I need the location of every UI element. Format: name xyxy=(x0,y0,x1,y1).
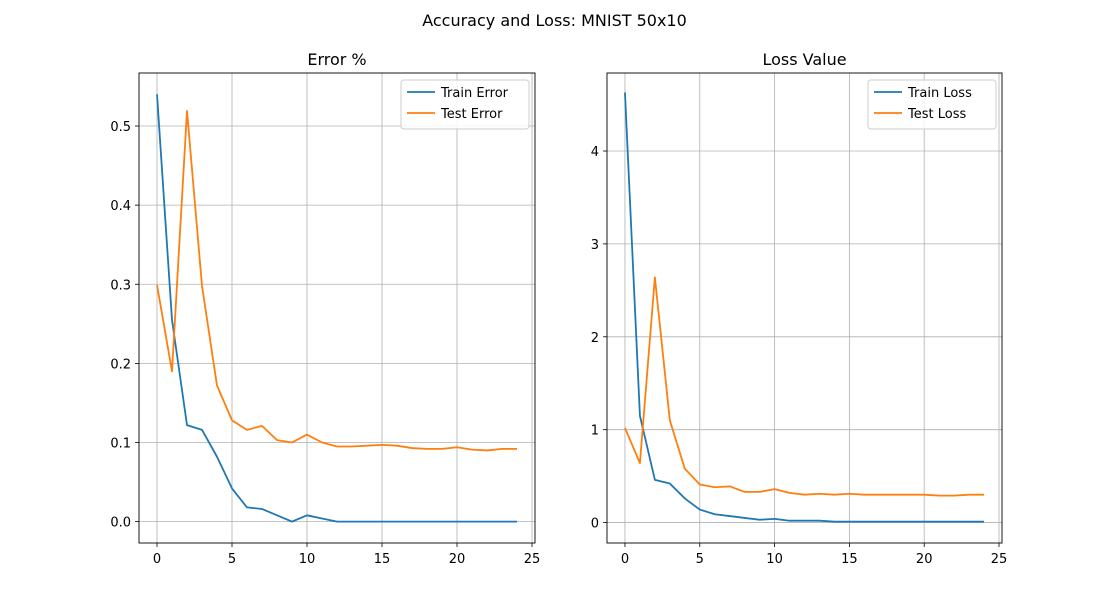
legend-label: Train Error xyxy=(440,86,509,101)
x-tick-label: 10 xyxy=(766,552,783,567)
figure-suptitle: Accuracy and Loss: MNIST 50x10 xyxy=(422,11,687,30)
y-tick-label: 0.4 xyxy=(110,199,131,214)
y-tick-label: 4 xyxy=(591,145,599,160)
x-tick-label: 0 xyxy=(153,552,161,567)
y-tick-label: 2 xyxy=(591,331,599,346)
axes-title: Loss Value xyxy=(762,50,846,69)
x-tick-label: 15 xyxy=(841,552,858,567)
legend-label: Test Loss xyxy=(907,107,966,122)
series-line-test-loss xyxy=(624,276,985,497)
x-tick-label: 10 xyxy=(299,552,316,567)
series-line-test-error xyxy=(156,110,517,452)
y-tick-label: 0.0 xyxy=(110,516,131,531)
y-tick-label: 0 xyxy=(591,517,599,532)
y-tick-label: 3 xyxy=(591,238,599,253)
axes-title: Error % xyxy=(307,50,366,69)
x-tick-label: 0 xyxy=(621,552,629,567)
y-tick-label: 0.5 xyxy=(110,120,131,135)
x-tick-label: 20 xyxy=(449,552,466,567)
x-tick-label: 5 xyxy=(696,552,704,567)
legend-label: Train Loss xyxy=(907,86,972,101)
series-line-train-loss xyxy=(624,92,985,523)
y-tick-label: 1 xyxy=(591,424,599,439)
y-tick-label: 0.1 xyxy=(110,437,131,452)
x-tick-label: 15 xyxy=(374,552,391,567)
y-tick-label: 0.3 xyxy=(110,278,131,293)
x-tick-label: 25 xyxy=(524,552,541,567)
axes-frame xyxy=(138,72,536,544)
x-tick-label: 5 xyxy=(228,552,236,567)
axes-frame xyxy=(606,72,1003,544)
legend-label: Test Error xyxy=(440,107,503,122)
error-chart: Error % 0 5 10 15 20 25 0.0 0.1 0.2 0.3 0.4 0.5 Train… xyxy=(110,50,540,567)
x-tick-label: 25 xyxy=(991,552,1008,567)
series-line-train-error xyxy=(156,94,517,523)
y-tick-label: 0.2 xyxy=(110,357,131,372)
loss-chart: Loss Value 0 5 10 15 20 25 0 1 2 3 4 Train Loss Test … xyxy=(591,50,1008,567)
x-tick-label: 20 xyxy=(916,552,933,567)
